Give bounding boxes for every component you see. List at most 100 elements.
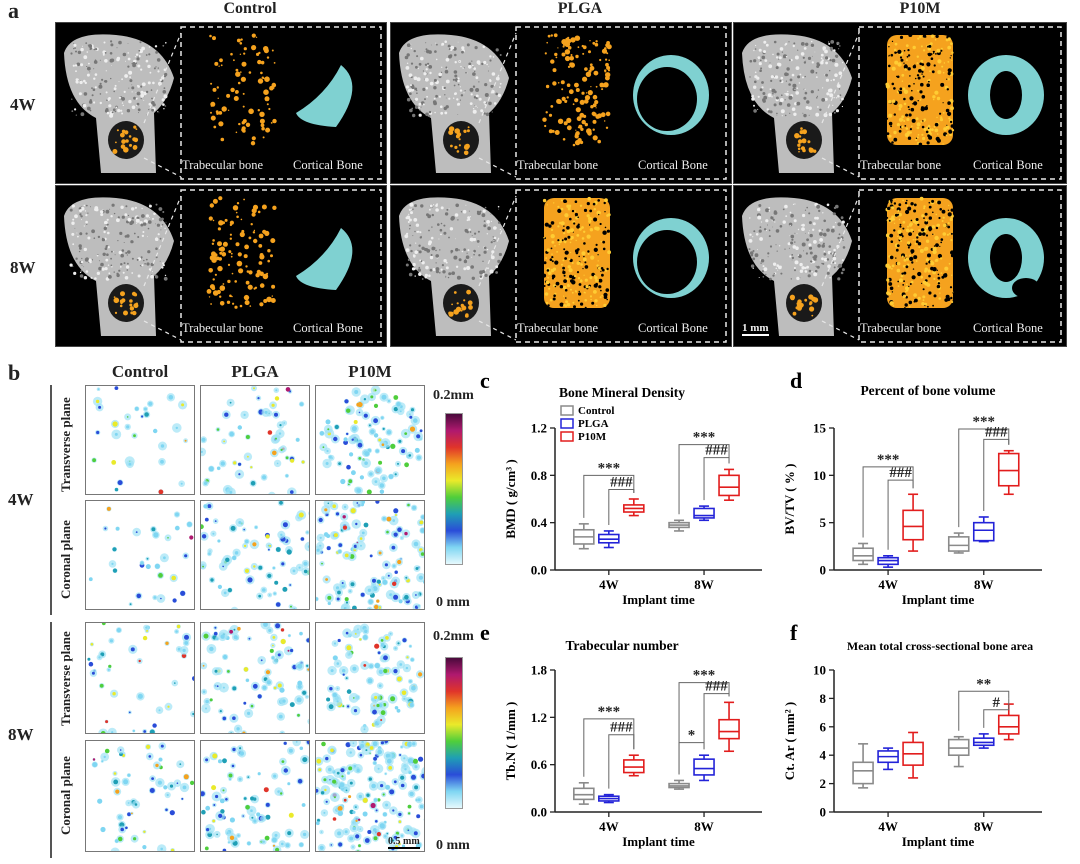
box-plga-4w: [598, 530, 620, 549]
x-tick-label: 4W: [878, 819, 898, 834]
caption-cortical-bone: Cortical Bone: [638, 321, 708, 335]
trabecular-bone-render: [542, 196, 611, 309]
x-axis-label: Implant time: [902, 834, 975, 849]
x-tick-label: 4W: [599, 577, 619, 592]
box-p10m-4w: [902, 731, 924, 779]
significance-bracket: [887, 479, 914, 550]
significance-bracket: [958, 428, 1010, 528]
panel-label-a: a: [8, 0, 19, 23]
thickness-map-plga-8w-coronal: [200, 740, 310, 852]
colorbar-8w-min: 0 mm: [436, 838, 470, 853]
chart-panel-label: e: [480, 620, 490, 645]
thickness-map-plga-4w-coronal: [200, 500, 310, 610]
ct-panel-control-4w: [55, 22, 387, 184]
box-plga-4w: [877, 747, 899, 771]
box-p10m-4w: [623, 498, 645, 517]
legend-entry: Control: [578, 405, 614, 417]
chart-title: Percent of bone volume: [860, 383, 995, 398]
significance-label: ***: [693, 668, 716, 684]
y-tick-label: 0: [820, 805, 827, 820]
chart-f: f Mean total cross-sectional bone area 0 2 4…: [782, 620, 1042, 849]
trabecular-bone-render: [542, 33, 612, 147]
y-axis-label: BV/TV ( % ): [782, 464, 797, 535]
cortical-bone-render: [968, 218, 1044, 298]
y-axis-label: BMD ( g/cm³ ): [503, 459, 518, 538]
y-tick-label: 2: [820, 776, 827, 791]
femur-bone: [64, 34, 174, 173]
x-tick-label: 8W: [694, 819, 714, 834]
a-row-label-4w: 4W: [10, 95, 36, 114]
colorbar-8w: [445, 657, 463, 809]
significance-bracket: [703, 457, 730, 501]
box-plga-8w: [972, 733, 995, 749]
b-col-title-control: Control: [111, 362, 169, 381]
cortical-bone-render: [296, 228, 353, 290]
b-bracket-8w: [50, 622, 52, 858]
ct-panel-plga-4w: [390, 22, 732, 184]
panel-label-b: b: [8, 360, 21, 385]
callout-box: [180, 189, 382, 343]
significance-label: ###: [705, 679, 728, 695]
a-col-title-p10m: P10M: [899, 0, 941, 17]
thickness-map-p10m-8w-transverse: [315, 622, 425, 734]
callout-box: [858, 189, 1062, 343]
colorbar-4w-min: 0 mm: [436, 595, 470, 610]
box-control-4w: [573, 782, 595, 805]
y-tick-label: 0: [820, 563, 827, 578]
significance-bracket: [862, 466, 914, 538]
y-tick-label: 5: [820, 515, 827, 530]
x-axis-label: Implant time: [622, 834, 695, 849]
significance-bracket: [703, 693, 730, 750]
thickness-map-control-4w-coronal: [85, 500, 195, 610]
cortical-bone-render: [633, 55, 709, 135]
box-p10m-4w: [623, 754, 645, 777]
b-row-label-8w: 8W: [8, 725, 34, 744]
significance-label: ###: [985, 424, 1008, 440]
trabecular-bone-render: [885, 33, 955, 147]
b-col-title-plga: PLGA: [231, 362, 279, 381]
legend-entry: P10M: [578, 431, 607, 443]
box-plga-8w: [972, 516, 995, 543]
caption-cortical-bone: Cortical Bone: [293, 321, 363, 335]
box-p10m-8w: [718, 468, 740, 501]
box-plga-8w: [693, 754, 715, 782]
ct-panel-p10m-4w: [733, 22, 1067, 184]
femur-render: [64, 26, 382, 180]
chart-c: c Bone Mineral Density 0.0 0.4 0.8 1.2 BMD ( g…: [480, 368, 762, 607]
femur-bone: [742, 34, 852, 173]
box-p10m-8w: [718, 701, 740, 753]
chart-d: d Percent of bone volume 0 5 10 15 BV/TV ( % )…: [782, 368, 1042, 607]
x-tick-label: 8W: [974, 819, 994, 834]
thickness-map-p10m-4w-coronal: [315, 500, 425, 610]
y-axis-label: Tb.N ( 1/mm ): [503, 702, 518, 781]
box-plga-8w: [693, 505, 715, 522]
b-col-title-p10m: P10M: [348, 362, 392, 381]
box-p10m-8w: [997, 449, 1020, 496]
significance-bracket: [678, 682, 730, 775]
y-tick-label: 8: [820, 691, 827, 706]
chart-title: Bone Mineral Density: [559, 385, 685, 400]
callout-box: [515, 189, 727, 343]
box-plga-4w: [877, 554, 899, 568]
significance-bracket: [983, 438, 1010, 511]
caption-cortical-bone: Cortical Bone: [973, 321, 1043, 335]
callout-box: [858, 26, 1062, 180]
box-control-8w: [947, 735, 970, 768]
significance-bracket: [583, 718, 635, 777]
chart-title: Trabecular number: [565, 638, 678, 653]
box-plga-4w: [598, 793, 620, 804]
significance-bracket: [678, 444, 730, 515]
x-tick-label: 8W: [974, 577, 994, 592]
chart-panel-label: f: [790, 620, 798, 645]
ct-panel-plga-8w: [390, 185, 732, 347]
legend-swatch: [560, 418, 574, 429]
b-row-label-4w: 4W: [8, 490, 34, 509]
femur-bone: [742, 197, 852, 336]
a-row-label-8w: 8W: [10, 258, 36, 277]
femur-render: [742, 189, 1062, 343]
significance-label: **: [976, 676, 991, 692]
significance-bracket: [678, 742, 705, 775]
femur-bone: [399, 197, 509, 336]
y-tick-label: 10: [813, 468, 826, 483]
thickness-map-control-4w-transverse: [85, 385, 195, 495]
